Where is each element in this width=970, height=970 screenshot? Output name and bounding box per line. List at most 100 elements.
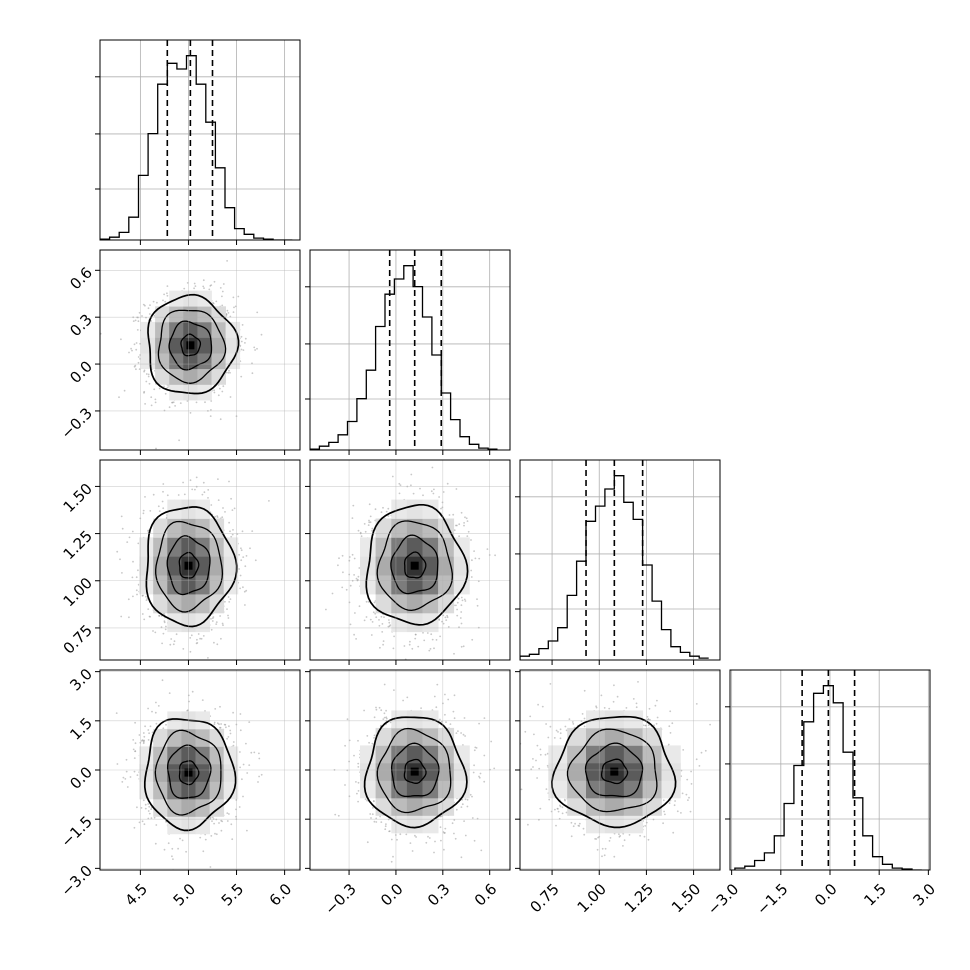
scatter-point	[654, 704, 657, 707]
scatter-point	[256, 311, 259, 314]
scatter-point	[121, 781, 124, 783]
scatter-point	[249, 547, 251, 550]
density-cell	[438, 745, 455, 764]
scatter-point	[392, 855, 394, 858]
x-tick-label: 0.0	[377, 880, 407, 910]
scatter-point	[155, 824, 158, 826]
y-tick-label: 1.25	[60, 527, 96, 563]
scatter-point	[133, 770, 136, 773]
scatter-point	[228, 369, 230, 372]
scatter-point	[613, 684, 615, 687]
scatter-point	[445, 721, 447, 723]
density-cell	[623, 710, 644, 729]
scatter-point	[166, 285, 169, 287]
scatter-point	[331, 592, 334, 595]
scatter-point	[532, 766, 534, 768]
density-cell	[167, 711, 182, 730]
scatter-point	[222, 507, 224, 509]
scatter-point	[163, 620, 166, 622]
scatter-point	[191, 690, 194, 693]
scatter-point	[443, 848, 445, 851]
scatter-point	[137, 542, 140, 545]
scatter-point	[428, 649, 431, 652]
scatter-point	[368, 521, 371, 524]
scatter-point	[118, 396, 120, 399]
density-cell	[391, 710, 408, 729]
scatter-point	[452, 513, 455, 516]
scatter-point	[230, 535, 233, 538]
scatter-point	[224, 666, 226, 668]
scatter-point	[244, 565, 247, 568]
density-cell	[139, 746, 154, 765]
scatter-point	[137, 320, 140, 323]
scatter-point	[349, 623, 352, 626]
scatter-point	[154, 401, 157, 404]
scatter-point	[368, 519, 370, 522]
scatter-point	[382, 718, 385, 720]
scatter-point	[154, 711, 157, 714]
scatter-point	[411, 647, 414, 650]
scatter-point	[152, 630, 154, 632]
scatter-point	[572, 723, 575, 725]
scatter-point	[116, 763, 119, 765]
scatter-point	[545, 723, 547, 725]
scatter-point	[473, 764, 475, 767]
scatter-point	[121, 572, 123, 574]
scatter-point	[147, 729, 150, 731]
scatter-point	[144, 496, 146, 498]
scatter-point	[583, 725, 586, 728]
density-cell	[548, 780, 568, 799]
scatter-point	[351, 517, 354, 519]
scatter-point	[177, 494, 180, 496]
y-tick-label: −3.0	[58, 862, 96, 900]
scatter-point	[228, 725, 230, 728]
contour-line	[584, 742, 644, 798]
scatter-point	[211, 620, 214, 622]
density-cell	[438, 727, 455, 746]
scatter-point	[132, 560, 134, 563]
scatter-point	[219, 726, 221, 729]
density-cell	[167, 728, 182, 747]
scatter-point	[166, 494, 169, 497]
scatter-point	[171, 401, 174, 404]
scatter-point	[387, 818, 390, 821]
scatter-point	[153, 816, 156, 819]
scatter-point	[380, 511, 383, 514]
scatter-point	[232, 296, 235, 299]
scatter-point	[414, 834, 416, 837]
scatter-point	[121, 527, 124, 530]
scatter-point	[248, 721, 251, 723]
scatter-point	[452, 710, 455, 713]
density-cell	[223, 556, 239, 576]
scatter-point	[570, 821, 573, 824]
density-cell	[406, 780, 423, 799]
scatter-point	[253, 751, 256, 754]
density-cell	[183, 321, 198, 338]
scatter-point	[458, 523, 461, 526]
scatter-point	[163, 848, 166, 851]
density-cell	[391, 797, 408, 816]
scatter-point	[167, 842, 170, 845]
scatter-point	[461, 599, 464, 602]
scatter-point	[127, 616, 130, 619]
scatter-point	[203, 491, 206, 494]
scatter-point	[366, 841, 369, 844]
scatter-point	[175, 633, 178, 636]
density-cell	[375, 745, 392, 764]
scatter-point	[199, 836, 202, 839]
scatter-point	[201, 699, 204, 701]
density-cell	[642, 745, 662, 764]
y-tick-label: −1.5	[58, 812, 96, 850]
scatter-point	[246, 772, 249, 774]
scatter-point	[119, 558, 121, 561]
scatter-point	[241, 324, 244, 326]
density-cell	[167, 594, 182, 614]
density-cell	[153, 763, 168, 782]
density-cell	[141, 337, 156, 354]
scatter-point	[456, 601, 459, 604]
x-tick-label: 1.00	[574, 880, 610, 916]
scatter-point	[559, 804, 561, 807]
scatter-point	[154, 842, 157, 845]
scatter-point	[197, 633, 200, 635]
scatter-point	[228, 601, 231, 603]
